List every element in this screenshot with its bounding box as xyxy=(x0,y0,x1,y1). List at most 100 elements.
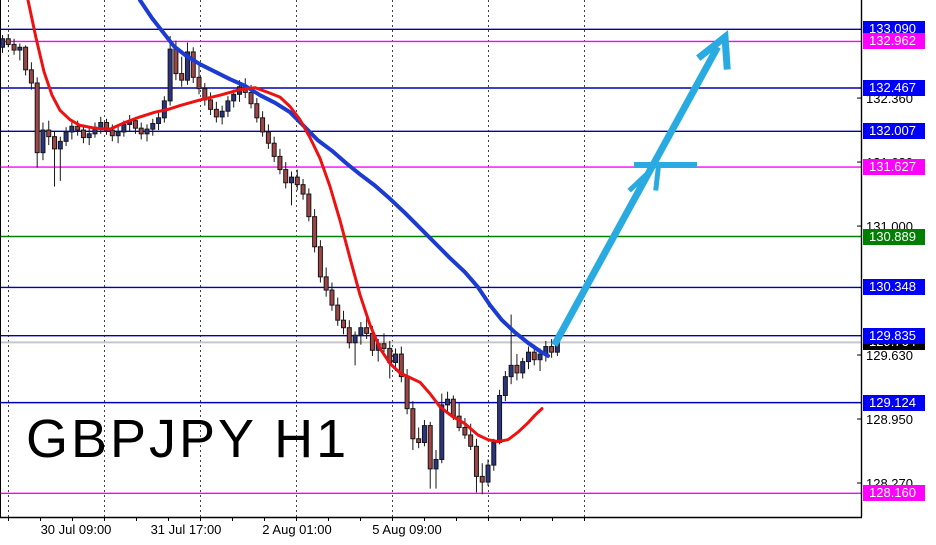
candle xyxy=(277,155,283,171)
candle xyxy=(260,117,266,133)
candle xyxy=(121,123,127,133)
candle xyxy=(231,93,237,102)
candle xyxy=(11,43,17,51)
candle xyxy=(196,76,202,90)
candle xyxy=(132,120,138,129)
price-axis-tick-129.630: 129.630 xyxy=(866,347,913,363)
price-tag-130.348[interactable]: 130.348 xyxy=(863,279,925,296)
price-tag-128.160[interactable]: 128.160 xyxy=(863,485,925,502)
candle xyxy=(294,176,300,186)
trend-arrow-annotation[interactable] xyxy=(551,30,731,347)
candle xyxy=(502,376,508,396)
blue-moving-average[interactable] xyxy=(138,0,550,358)
candle xyxy=(28,69,34,84)
candle xyxy=(352,334,358,344)
candle xyxy=(75,125,81,131)
candle xyxy=(271,142,277,157)
candle xyxy=(289,176,294,184)
candle xyxy=(190,51,196,78)
vertical-gridlines xyxy=(8,0,585,521)
candle xyxy=(323,276,329,291)
candle xyxy=(63,131,69,142)
candle xyxy=(184,51,190,81)
candle xyxy=(300,184,306,195)
candle xyxy=(491,442,497,466)
price-tag-129.835[interactable]: 129.835 xyxy=(863,327,925,344)
candle xyxy=(5,38,11,45)
candle xyxy=(525,351,531,363)
candle xyxy=(80,129,86,139)
candle xyxy=(416,438,422,444)
candle xyxy=(57,140,63,150)
chart-borders xyxy=(0,0,863,521)
price-tag-131.627[interactable]: 131.627 xyxy=(863,159,925,176)
price-tag-132.962[interactable]: 132.962 xyxy=(863,33,925,50)
candle xyxy=(479,475,485,483)
candle xyxy=(86,133,92,139)
candle xyxy=(115,131,121,137)
candle xyxy=(497,394,503,444)
candle xyxy=(468,434,474,447)
candle xyxy=(514,364,520,374)
candle xyxy=(346,327,352,344)
candle xyxy=(508,364,514,378)
candle xyxy=(46,129,52,138)
candle xyxy=(433,458,439,470)
price-axis-tick-128.950: 128.950 xyxy=(866,411,913,427)
time-axis-label: 2 Aug 01:00 xyxy=(262,522,332,537)
candle xyxy=(23,46,29,71)
price-tag-132.007[interactable]: 132.007 xyxy=(863,123,925,140)
candle xyxy=(225,100,231,112)
price-tag-130.889[interactable]: 130.889 xyxy=(863,228,925,245)
candle xyxy=(306,193,312,218)
candle xyxy=(329,289,335,306)
candle xyxy=(254,103,260,119)
candle xyxy=(404,376,410,410)
time-axis-label: 30 Jul 09:00 xyxy=(40,522,112,537)
candle xyxy=(156,117,162,124)
price-tag-133.090[interactable]: 133.090 xyxy=(863,21,925,38)
time-axis-label: 5 Aug 09:00 xyxy=(372,522,442,537)
arrow-tail-stroke[interactable] xyxy=(653,167,661,191)
candle xyxy=(40,129,46,154)
candle xyxy=(537,353,543,361)
candle xyxy=(109,129,115,137)
red-moving-average[interactable] xyxy=(26,0,544,444)
candle xyxy=(248,91,254,105)
candle xyxy=(520,361,526,374)
candle xyxy=(34,82,40,154)
candle xyxy=(167,48,173,102)
candle xyxy=(439,404,445,460)
candle xyxy=(364,327,370,334)
candle xyxy=(427,425,433,470)
candle xyxy=(381,343,387,349)
arrow-shaft[interactable] xyxy=(551,45,721,347)
candle xyxy=(410,408,416,440)
candle xyxy=(335,304,341,321)
price-tag-129.124[interactable]: 129.124 xyxy=(863,394,925,411)
arrow-tail-stroke[interactable] xyxy=(627,167,654,193)
candle xyxy=(219,110,225,118)
candle xyxy=(69,125,75,133)
arrow-head[interactable] xyxy=(696,30,731,70)
symbol-timeframe-watermark: GBPJPY H1 xyxy=(26,409,350,469)
candle xyxy=(317,246,323,278)
candle xyxy=(208,99,214,110)
candle xyxy=(462,426,468,436)
candle xyxy=(549,346,555,353)
candle xyxy=(473,445,479,477)
price-tag-132.467[interactable]: 132.467 xyxy=(863,79,925,96)
candle xyxy=(144,128,150,135)
candle xyxy=(179,73,185,81)
time-axis-label: 31 Jul 17:00 xyxy=(150,522,222,537)
candle xyxy=(265,131,271,144)
candle xyxy=(398,353,404,378)
candle xyxy=(450,398,456,417)
candle xyxy=(17,46,23,51)
candlesticks xyxy=(0,34,560,495)
candle xyxy=(283,169,289,184)
candle xyxy=(445,398,451,406)
candle xyxy=(421,425,427,444)
